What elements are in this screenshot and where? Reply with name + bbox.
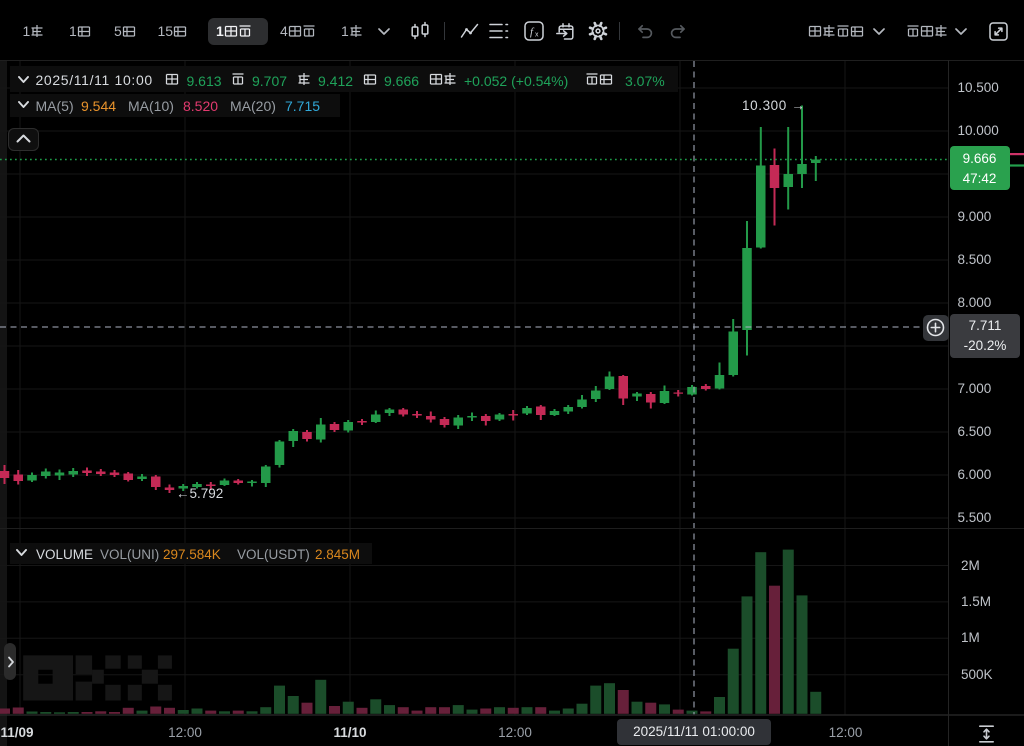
- svg-text:f: f: [530, 26, 535, 38]
- svg-text:x: x: [535, 32, 539, 39]
